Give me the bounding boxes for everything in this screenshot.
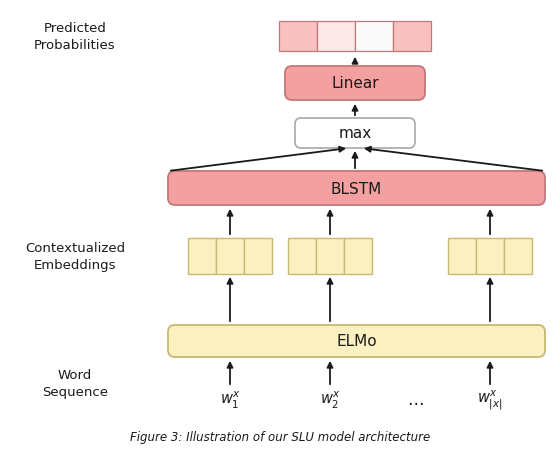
Text: Contextualized
Embeddings: Contextualized Embeddings [25, 242, 125, 271]
Text: $w_2^x$: $w_2^x$ [320, 389, 340, 410]
Text: ELMo: ELMo [336, 334, 377, 349]
Bar [288, 239, 316, 274]
Bar [504, 239, 532, 274]
Text: $\ldots$: $\ldots$ [407, 390, 423, 408]
Text: Linear: Linear [331, 76, 379, 91]
Bar [344, 239, 372, 274]
Bar [244, 239, 272, 274]
FancyBboxPatch shape [168, 325, 545, 357]
Bar [393, 22, 431, 52]
Bar [476, 239, 504, 274]
Bar [317, 22, 355, 52]
Bar [188, 239, 216, 274]
FancyBboxPatch shape [295, 119, 415, 149]
Text: Predicted
Probabilities: Predicted Probabilities [34, 22, 116, 51]
Text: Figure 3: Illustration of our SLU model architecture: Figure 3: Illustration of our SLU model … [130, 430, 430, 443]
Bar [216, 239, 244, 274]
Text: $w_{|x|}^x$: $w_{|x|}^x$ [477, 387, 503, 411]
Text: max: max [338, 126, 372, 141]
Text: Word
Sequence: Word Sequence [42, 368, 108, 398]
FancyBboxPatch shape [285, 67, 425, 101]
FancyBboxPatch shape [168, 172, 545, 206]
Bar [316, 239, 344, 274]
Bar [448, 239, 476, 274]
Text: $w_1^x$: $w_1^x$ [220, 389, 240, 410]
Text: BLSTM: BLSTM [331, 181, 382, 196]
Bar [355, 22, 393, 52]
Bar [279, 22, 317, 52]
